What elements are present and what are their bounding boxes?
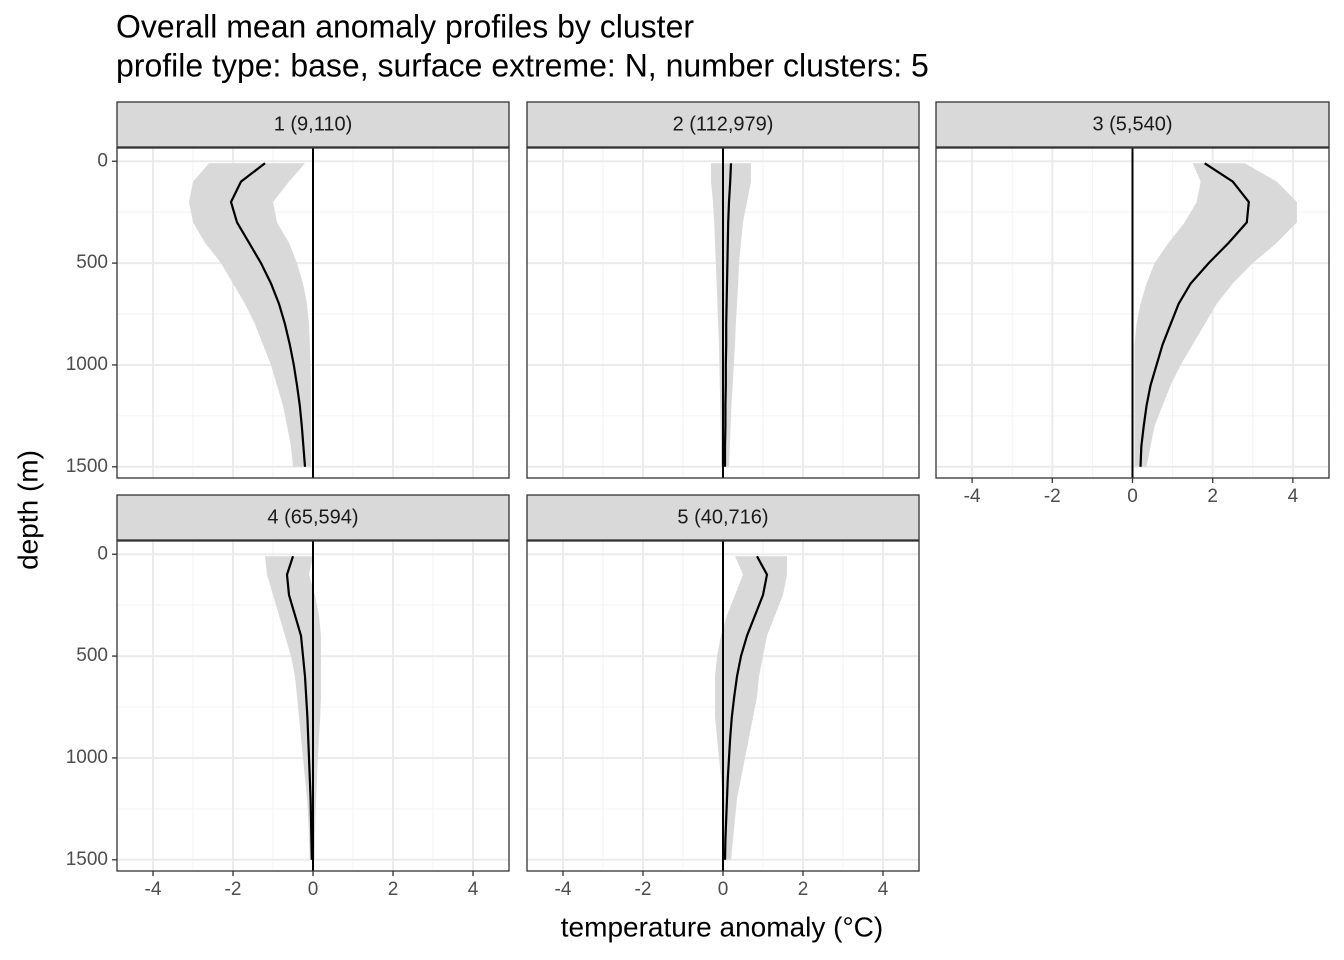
y-tick-label: 0 xyxy=(97,543,108,564)
ribbon xyxy=(711,163,751,467)
x-tick-label: 4 xyxy=(1288,486,1299,507)
mean-line xyxy=(723,555,769,860)
strip xyxy=(116,101,510,148)
y-tick-label: 1500 xyxy=(66,849,108,870)
y-tick-label: 1000 xyxy=(66,354,108,375)
x-tick-label: 0 xyxy=(1127,486,1138,507)
y-tick-label: 1500 xyxy=(66,456,108,477)
strip xyxy=(526,494,920,541)
ribbon xyxy=(265,556,321,860)
ribbon xyxy=(189,163,311,467)
y-tick-label: 500 xyxy=(76,645,108,666)
chart-subtitle: profile type: base, surface extreme: N, … xyxy=(116,47,929,83)
strip xyxy=(935,101,1330,148)
x-tick-label: -2 xyxy=(635,879,652,900)
x-tick-label: -2 xyxy=(225,879,242,900)
y-tick-label: 1000 xyxy=(66,747,108,768)
panel-title: 4 (65,594) xyxy=(267,506,358,528)
x-tick-label: -2 xyxy=(1044,486,1061,507)
chart-title: Overall mean anomaly profiles by cluster xyxy=(116,8,694,44)
x-tick-label: 4 xyxy=(878,879,889,900)
panel-border xyxy=(116,147,510,479)
panel-title: 3 (5,540) xyxy=(1092,113,1172,135)
x-tick-label: 2 xyxy=(798,879,809,900)
mean-line xyxy=(229,162,307,467)
strip xyxy=(116,494,510,541)
y-tick-label: 500 xyxy=(76,252,108,273)
mean-line xyxy=(723,163,733,467)
panel-title: 1 (9,110) xyxy=(274,113,353,135)
x-tick-label: 4 xyxy=(468,879,479,900)
x-tick-label: 2 xyxy=(1207,486,1218,507)
y-tick-label: 0 xyxy=(97,150,108,171)
x-tick-label: 2 xyxy=(388,879,399,900)
x-tick-label: -4 xyxy=(145,879,162,900)
strip xyxy=(526,101,920,148)
x-tick-label: 0 xyxy=(308,879,319,900)
panel-title: 2 (112,979) xyxy=(673,113,774,135)
mean-line xyxy=(1139,162,1250,467)
y-axis-label: depth (m) xyxy=(12,450,43,570)
panel-border xyxy=(526,147,920,479)
ribbon xyxy=(715,556,787,860)
x-axis-label: temperature anomaly (°C) xyxy=(561,911,883,942)
x-tick-label: -4 xyxy=(964,486,981,507)
x-tick-label: -4 xyxy=(555,879,572,900)
x-tick-label: 0 xyxy=(718,879,729,900)
ribbon xyxy=(1134,163,1297,467)
mean-line xyxy=(285,555,313,860)
panel-title: 5 (40,716) xyxy=(677,506,768,528)
